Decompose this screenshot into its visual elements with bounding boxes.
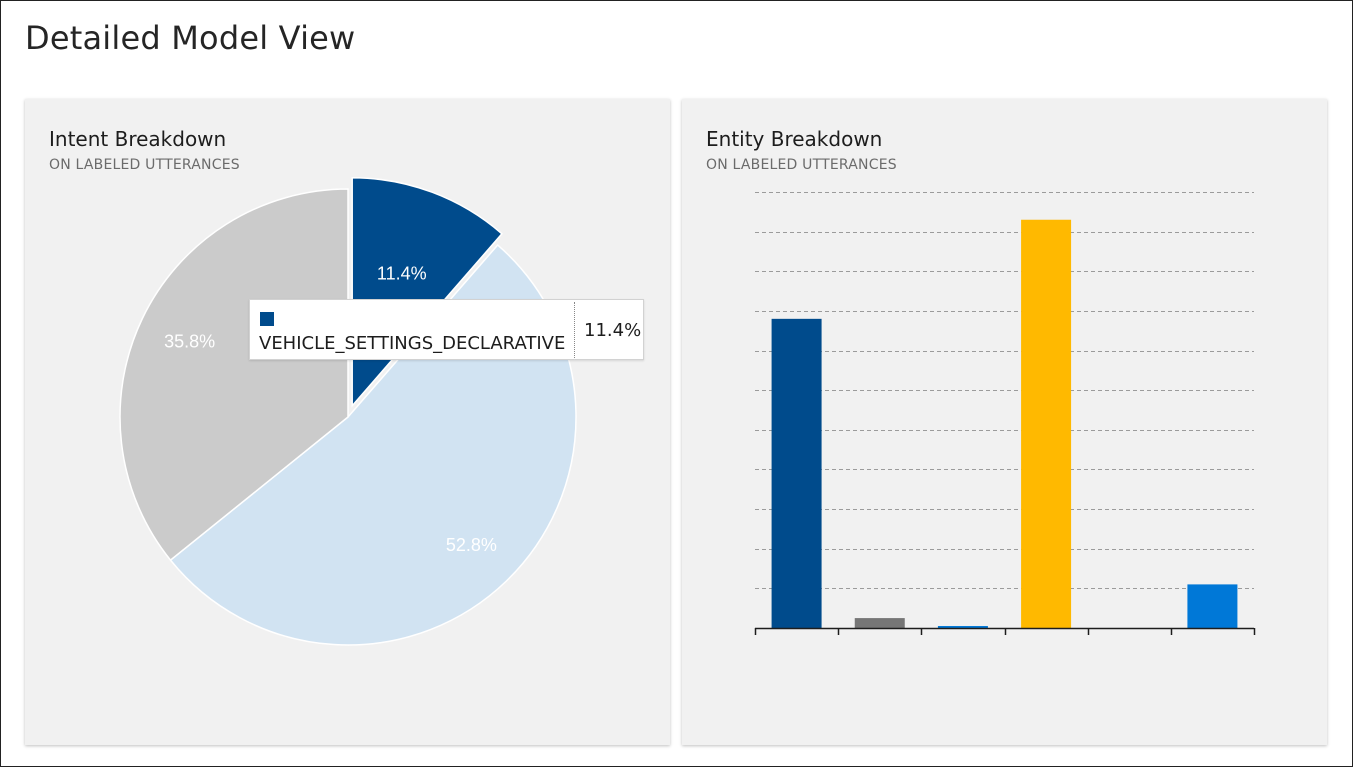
pie-slice-label: 11.4%	[377, 263, 427, 283]
bar[interactable]	[1187, 584, 1238, 628]
page-title: Detailed Model View	[25, 19, 356, 57]
bar[interactable]	[771, 318, 822, 628]
tooltip-label: VEHICLE_SETTINGS_DECLARATIVE	[259, 333, 566, 354]
intent-breakdown-card: Intent Breakdown ON LABELED UTTERANCES 1…	[25, 99, 670, 745]
tooltip-color-swatch	[260, 312, 274, 326]
entity-bar-chart	[754, 192, 1256, 635]
entity-breakdown-card: Entity Breakdown ON LABELED UTTERANCES	[682, 99, 1327, 745]
intent-pie-chart: 11.4% 52.8% 35.8%	[119, 177, 577, 646]
bar[interactable]	[1021, 219, 1072, 628]
bar[interactable]	[937, 626, 988, 628]
pie-slice-label: 35.8%	[164, 331, 215, 351]
intent-card-title: Intent Breakdown	[49, 127, 227, 151]
pie-slice-label: 52.8%	[446, 535, 497, 555]
tooltip-value: 11.4%	[584, 320, 642, 341]
tooltip-divider	[574, 302, 575, 358]
chart-tooltip: VEHICLE_SETTINGS_DECLARATIVE 11.4%	[249, 299, 644, 360]
pie-slice[interactable]	[119, 188, 349, 562]
intent-card-subtitle: ON LABELED UTTERANCES	[49, 157, 240, 173]
entity-card-title: Entity Breakdown	[706, 127, 883, 151]
bar[interactable]	[854, 618, 905, 628]
entity-card-subtitle: ON LABELED UTTERANCES	[706, 157, 897, 173]
